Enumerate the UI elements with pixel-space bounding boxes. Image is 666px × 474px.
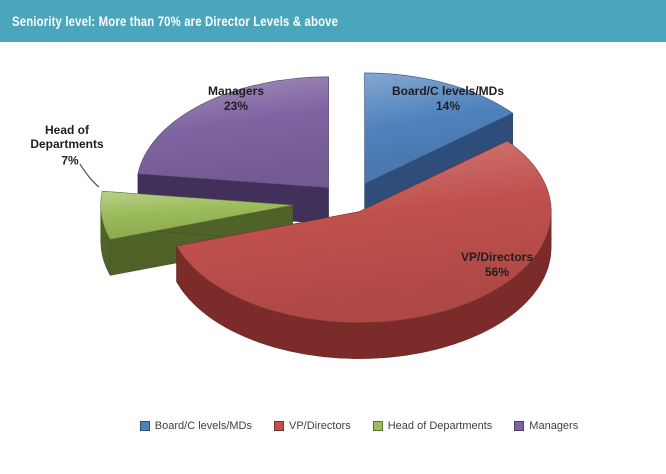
slice-label-text: VP/Directors — [460, 250, 534, 264]
chart-title: Seniority level: More than 70% are Direc… — [12, 13, 339, 29]
slice-label-head-of-departments: Head of Departments — [22, 123, 112, 151]
slice-label-managers: Managers 23% — [208, 84, 264, 114]
title-bar: Seniority level: More than 70% are Direc… — [0, 0, 666, 42]
slice-top-face — [364, 72, 514, 185]
legend-item-head-of-departments: Head of Departments — [372, 420, 493, 432]
legend-item-board-c-levels-mds: Board/C levels/MDs — [139, 420, 252, 432]
slice-label-text: Managers — [207, 84, 265, 98]
legend-label: Head of Departments — [387, 420, 493, 432]
legend-swatch-blue-icon — [139, 421, 150, 431]
slice-top-face — [176, 140, 552, 324]
slice-top-face — [100, 190, 293, 240]
pie-slice-vp-directors — [176, 140, 552, 359]
slice-label-vp-directors: VP/Directors 56% — [461, 250, 533, 280]
legend-swatch-green-icon — [372, 421, 383, 431]
leader-line-head-of-departments — [79, 163, 100, 188]
chart-legend: Board/C levels/MDs VP/Directors Head of … — [26, 420, 666, 432]
slice-percent-head-of-departments: 7% — [61, 154, 78, 169]
slice-label-board-c-levels-mds: Board/C levels/MDs 14% — [392, 84, 504, 114]
legend-swatch-purple-icon — [514, 421, 525, 431]
slice-label-text: Board/C levels/MDs — [391, 84, 505, 98]
legend-item-managers: Managers — [514, 420, 578, 432]
legend-label: Board/C levels/MDs — [154, 420, 252, 432]
legend-label: Managers — [529, 420, 579, 432]
slice-label-text: Head of Departments — [30, 123, 104, 151]
slice-percent: 14% — [435, 99, 461, 113]
slice-top-face — [137, 76, 329, 189]
legend-item-vp-directors: VP/Directors — [273, 420, 351, 432]
slice-percent: 7% — [61, 153, 79, 168]
legend-label: VP/Directors — [288, 420, 351, 432]
slice-percent: 23% — [223, 99, 249, 113]
slice-percent: 56% — [484, 265, 510, 279]
legend-swatch-red-icon — [273, 421, 284, 431]
pie-slices — [100, 72, 552, 359]
pie-slice-head-of-departments — [100, 190, 293, 277]
